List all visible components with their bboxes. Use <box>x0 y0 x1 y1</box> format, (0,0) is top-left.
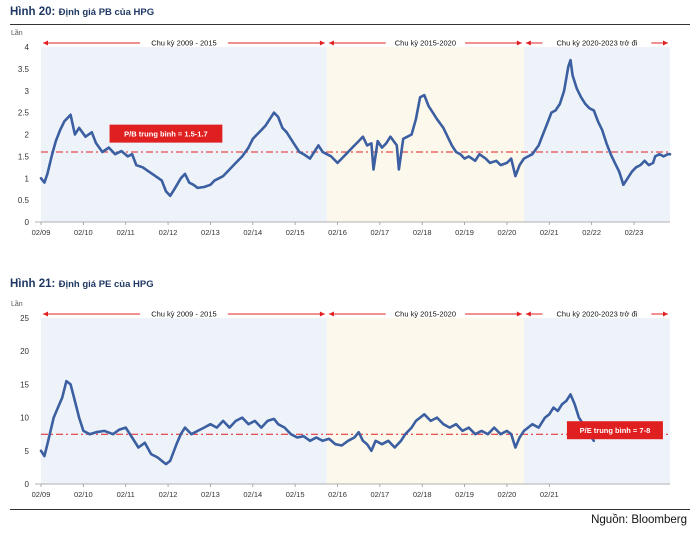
cycle-arrow-head-left <box>525 311 531 317</box>
cycle-arrow-head-left <box>525 40 531 46</box>
x-tick-label: 02/13 <box>201 228 220 237</box>
cycle-label-bg <box>542 37 652 47</box>
source-note: Nguồn: Bloomberg <box>591 514 687 526</box>
pe-valuation-chart: Lần 0 5 10 15 20 25 02/09 02/10 02/11 02/12 02/13 02… <box>11 299 670 499</box>
figure-caption: Định giá PB của HPG <box>58 7 155 18</box>
x-tick-label: 02/19 <box>455 490 474 499</box>
x-tick-label: 02/23 <box>625 228 644 237</box>
x-tick-label: 02/22 <box>582 228 601 237</box>
x-tick-label: 02/12 <box>159 228 178 237</box>
cycle-arrow-head-left <box>43 311 48 317</box>
y-tick-label: 0.5 <box>18 196 30 205</box>
cycle-arrow-head-left <box>328 40 334 46</box>
valuation-series-line <box>39 58 672 198</box>
y-tick-label: 2 <box>25 131 30 140</box>
cycle-arrow-head-right <box>663 311 668 317</box>
x-tick-label: 02/10 <box>74 228 93 237</box>
y-tick-label: 10 <box>20 414 29 423</box>
cycle-arrow-head-right <box>319 40 325 46</box>
cycle-label-bg <box>140 37 228 47</box>
x-tick-label: 02/21 <box>540 228 559 237</box>
figure-number: Hình 20: <box>10 6 56 18</box>
y-tick-label: 3 <box>25 87 30 96</box>
cycle-shade <box>523 47 670 222</box>
cycle-arrow-head-right <box>516 40 522 46</box>
x-tick-label: 02/10 <box>74 490 93 499</box>
y-tick-label: 5 <box>25 447 30 456</box>
cycle-label: Chu kỳ 2009 - 2015 <box>151 310 216 319</box>
average-label: P/B trung bình = 1.5-1.7 <box>124 130 208 139</box>
figure-title-pe: Hình 21: Định giá PE của HPG <box>10 278 154 290</box>
cycle-shade <box>41 318 327 484</box>
x-tick-label: 02/17 <box>370 228 389 237</box>
x-tick-label: 02/11 <box>117 490 135 499</box>
cycle-label: Chu kỳ 2009 - 2015 <box>151 39 216 48</box>
x-tick-label: 02/16 <box>328 490 347 499</box>
y-axis-unit-label: Lần <box>11 28 23 37</box>
x-tick-label: 02/11 <box>117 228 135 237</box>
cycle-label: Chu kỳ 2015-2020 <box>395 310 456 319</box>
cycle-arrow-head-left <box>43 40 48 46</box>
title-underline <box>10 24 690 25</box>
cycle-label-bg <box>385 308 466 318</box>
average-label-box <box>109 124 223 143</box>
y-tick-label: 3.5 <box>18 65 30 74</box>
average-label: P/E trung bình = 7-8 <box>580 426 651 435</box>
x-tick-label: 02/09 <box>32 228 51 237</box>
x-tick-label: 02/09 <box>32 490 51 499</box>
cycle-label-bg <box>140 308 228 318</box>
y-tick-label: 0 <box>25 218 30 227</box>
cycle-label-bg <box>385 37 466 47</box>
cycle-shade <box>326 47 524 222</box>
cycle-label-bg <box>542 308 652 318</box>
average-label-box <box>566 421 663 440</box>
cycle-label: Chu kỳ 2015-2020 <box>395 39 456 48</box>
cycle-arrow-head-right <box>319 311 325 317</box>
y-tick-label: 0 <box>25 480 30 489</box>
cycle-arrow-head-left <box>328 311 334 317</box>
y-tick-label: 1 <box>25 174 30 183</box>
y-axis-unit-label: Lần <box>11 299 23 308</box>
figure-caption: Định giá PE của HPG <box>58 279 154 290</box>
cycle-label: Chu kỳ 2020-2023 trở đi <box>557 39 638 48</box>
x-tick-label: 02/18 <box>413 228 432 237</box>
x-tick-label: 02/15 <box>286 490 305 499</box>
bottom-rule <box>10 509 690 510</box>
x-tick-label: 02/14 <box>243 490 262 499</box>
y-tick-label: 1.5 <box>18 152 30 161</box>
cycle-arrow-head-right <box>516 311 522 317</box>
y-tick-label: 4 <box>25 43 30 52</box>
x-tick-label: 02/20 <box>498 228 517 237</box>
x-tick-label: 02/19 <box>455 228 474 237</box>
figure-number: Hình 21: <box>10 278 56 290</box>
cycle-shade <box>326 318 524 484</box>
y-tick-label: 20 <box>20 347 29 356</box>
y-tick-label: 25 <box>20 314 29 323</box>
x-tick-label: 02/21 <box>540 490 559 499</box>
pb-valuation-chart: Lần 0 0.5 1 1.5 2 2.5 3 3.5 4 02/09 02/10 02/11 02/12… <box>11 28 672 237</box>
y-tick-label: 2.5 <box>18 109 30 118</box>
x-tick-label: 02/15 <box>286 228 305 237</box>
x-tick-label: 02/14 <box>243 228 262 237</box>
figure-title-pb: Hình 20: Định giá PB của HPG <box>10 6 154 18</box>
x-tick-label: 02/12 <box>159 490 178 499</box>
x-tick-label: 02/17 <box>370 490 389 499</box>
valuation-series-line <box>39 379 596 466</box>
x-tick-label: 02/13 <box>201 490 220 499</box>
x-tick-label: 02/16 <box>328 228 347 237</box>
x-tick-label: 02/18 <box>413 490 432 499</box>
cycle-label: Chu kỳ 2020-2023 trở đi <box>557 310 638 319</box>
cycle-shade <box>523 318 670 484</box>
y-tick-label: 15 <box>20 380 29 389</box>
cycle-arrow-head-right <box>663 40 668 46</box>
x-tick-label: 02/20 <box>498 490 517 499</box>
